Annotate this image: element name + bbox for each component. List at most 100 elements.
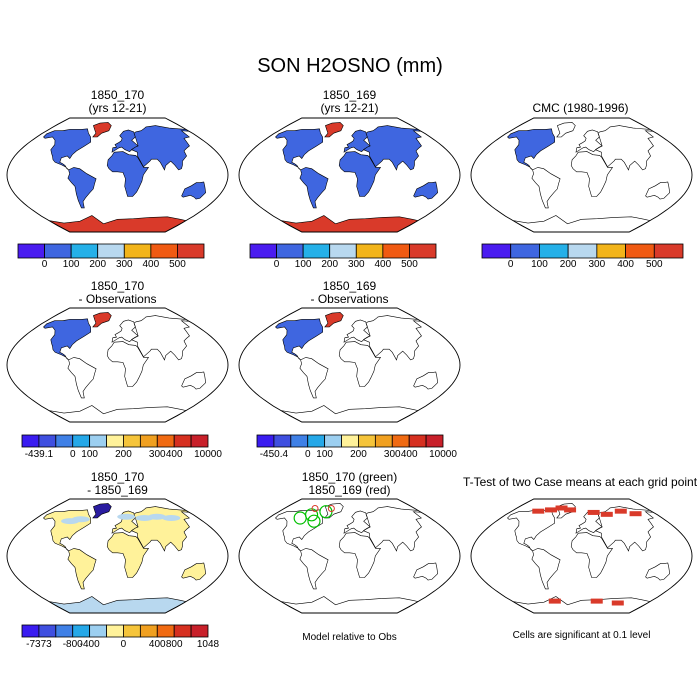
significant-cell [564, 507, 577, 513]
colorbar-cell [123, 624, 141, 638]
colorbar-label: 300 [588, 259, 606, 270]
colorbar-cell [273, 434, 292, 448]
colorbar-cell [625, 243, 655, 259]
colorbar-cell [307, 434, 326, 448]
continent-af [106, 151, 150, 197]
colorbar-cell [596, 243, 626, 259]
continent-gr [556, 503, 576, 519]
map-content [507, 122, 671, 232]
colorbar-cell [173, 624, 192, 638]
colorbar-label: 400 [617, 259, 634, 270]
continent-as [594, 125, 654, 171]
panel-title-169-minus-obs: 1850_169 - Observations [237, 280, 462, 306]
significant-cell [545, 507, 558, 513]
continent-sa [67, 548, 97, 590]
colorbar-cell [249, 243, 277, 259]
continent-na [43, 128, 92, 171]
continent-gr [324, 503, 344, 519]
panel-title-line1: 1850_170 [90, 88, 145, 102]
diff-patch [71, 516, 90, 523]
map-cmc [470, 117, 693, 233]
continent-au [181, 181, 207, 200]
colorbar-cell [409, 243, 437, 259]
panel-title-line1: 1850_170 [90, 470, 145, 484]
map-ttest [470, 498, 693, 614]
continent-af [338, 151, 382, 197]
colorbar-cell [123, 243, 152, 259]
colorbar-cell [89, 624, 107, 638]
colorbar-label: 400 [148, 639, 166, 650]
continent-an [280, 596, 419, 613]
colorbar-cell [21, 624, 40, 638]
colorbar-cell [38, 624, 57, 638]
panel-title-line1: T-Test of two Case means at each grid po… [462, 475, 698, 489]
colorbar-cell [425, 434, 444, 448]
panel-title-green-red: 1850_170 (green) 1850_169 (red) [237, 471, 462, 497]
continent-an [512, 596, 651, 613]
continent-na [43, 318, 92, 361]
continent-sa [67, 357, 97, 399]
map-outline [238, 307, 461, 423]
map-outline [238, 498, 461, 614]
panel-title-170-minus-169: 1850_170 - 1850_169 [5, 471, 230, 497]
continent-af [338, 532, 382, 578]
colorbar-cell [177, 243, 205, 259]
panel-title-line1: CMC (1980-1996) [532, 101, 629, 115]
continent-as [362, 506, 422, 552]
continent-an [280, 215, 419, 232]
panel-title-line2: 1850_169 (red) [308, 483, 391, 497]
colorbar-label: 400 [400, 449, 418, 460]
diff-patch [162, 515, 181, 521]
map-outline [6, 117, 229, 233]
colorbar-label: 200 [321, 259, 339, 270]
colorbar-cell [341, 434, 359, 448]
continent-af [570, 532, 614, 578]
colorbar-label: 0 [507, 259, 514, 270]
colorbar-label: 100 [531, 259, 548, 270]
colorbar-label: 200 [559, 259, 577, 270]
colorbar-cell [358, 434, 376, 448]
colorbar-cell [382, 243, 410, 259]
colorbar-label: 200 [115, 449, 132, 460]
colorbar-cell [355, 243, 384, 259]
continent-sa [531, 548, 561, 590]
colorbar-labels-1850-170: 0 100 200 300 400 500 [17, 259, 205, 273]
continent-as [362, 125, 422, 171]
map-outline [470, 117, 693, 233]
colorbar-cell [150, 243, 178, 259]
colorbar-label: 0 [120, 639, 127, 650]
continent-an [48, 596, 187, 613]
colorbar-cell [55, 434, 74, 448]
panel-title-ttest: T-Test of two Case means at each grid po… [460, 476, 700, 489]
colorbar-label: 500 [645, 259, 663, 270]
colorbar-cell [156, 434, 175, 448]
continent-gr [556, 122, 576, 138]
continent-an [48, 215, 187, 232]
colorbar-label: 300 [115, 259, 133, 270]
colorbar-1850-170 [17, 243, 205, 259]
colorbar-labels-1850-169: 0 100 200 300 400 500 [249, 259, 437, 273]
map-170-minus-169 [6, 498, 229, 614]
colorbar-label: 200 [89, 259, 107, 270]
panel-title-170-minus-obs: 1850_170 - Observations [5, 280, 230, 306]
colorbar-label: 400 [142, 259, 160, 270]
continent-af [570, 151, 614, 197]
map-content [275, 312, 439, 422]
continent-as [130, 125, 190, 171]
continent-as [594, 506, 654, 552]
continent-na [275, 128, 324, 171]
continent-sa [299, 357, 329, 399]
significant-cell [548, 598, 561, 604]
colorbar-label: 100 [294, 259, 312, 270]
continent-na [43, 509, 92, 552]
continent-an [280, 405, 419, 422]
significant-cell [587, 509, 600, 515]
continent-na [507, 509, 556, 552]
continent-sa [299, 167, 329, 209]
continent-as [130, 315, 190, 361]
panel-title-line2: - Observations [310, 292, 389, 306]
colorbar-cell [190, 434, 209, 448]
colorbar-cell [567, 243, 598, 259]
note-significance: Cells are significant at 0.1 level [512, 630, 651, 641]
continent-eu [111, 319, 139, 343]
